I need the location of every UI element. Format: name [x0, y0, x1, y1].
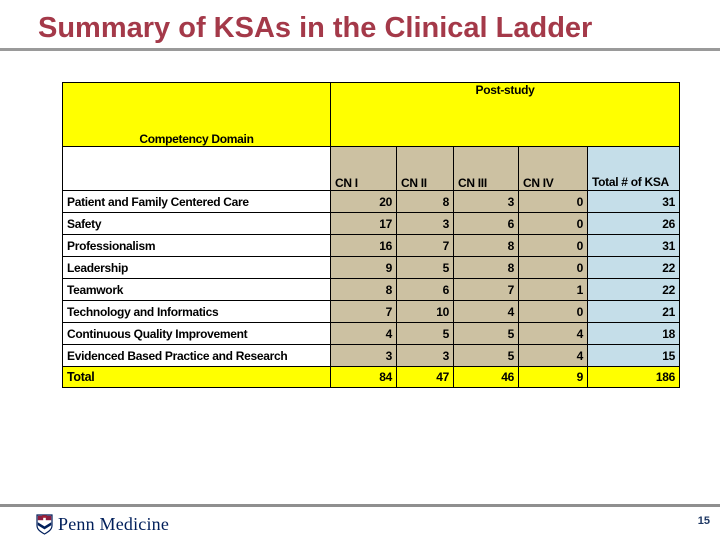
row-label: Teamwork [62, 278, 331, 301]
total-cell-value: 46 [453, 366, 519, 388]
cell-value: 0 [518, 212, 588, 235]
column-header-cn1: CN I [330, 146, 397, 191]
total-cell-value: 47 [396, 366, 454, 388]
cell-value: 4 [518, 322, 588, 345]
cell-value: 0 [518, 300, 588, 323]
empty-header-cell [62, 146, 331, 191]
cell-value: 3 [396, 212, 454, 235]
table-row: Teamwork 8 6 7 1 22 [62, 278, 681, 301]
table-header-row-2: CN I CN II CN III CN IV Total # of KSA [62, 146, 681, 191]
cell-value: 3 [330, 344, 397, 367]
column-header-cn4: CN IV [518, 146, 588, 191]
table-total-row: Total 84 47 46 9 186 [62, 366, 681, 388]
cell-value: 7 [330, 300, 397, 323]
cell-value: 0 [518, 190, 588, 213]
column-header-cn2: CN II [396, 146, 454, 191]
competency-domain-header: Competency Domain [62, 82, 331, 147]
cell-value: 5 [396, 322, 454, 345]
row-label: Continuous Quality Improvement [62, 322, 331, 345]
cell-value: 4 [518, 344, 588, 367]
row-label: Leadership [62, 256, 331, 279]
penn-medicine-logo: Penn Medicine [36, 512, 169, 536]
logo-text: Penn Medicine [58, 513, 170, 534]
cell-total: 22 [586, 278, 681, 301]
cell-value: 5 [453, 344, 519, 367]
cell-value: 4 [330, 322, 397, 345]
table-header-row-1: Competency Domain Post-study [62, 82, 681, 147]
total-cell-value: 9 [518, 366, 588, 388]
cell-value: 3 [396, 344, 454, 367]
cell-total: 31 [586, 234, 681, 257]
cell-value: 16 [330, 234, 397, 257]
row-label: Professionalism [62, 234, 331, 257]
cell-total: 26 [586, 212, 681, 235]
cell-total: 18 [586, 322, 681, 345]
table-row: Evidenced Based Practice and Research 3 … [62, 344, 681, 367]
total-row-label: Total [62, 366, 331, 388]
cell-value: 6 [396, 278, 454, 301]
cell-total: 21 [586, 300, 681, 323]
cell-total: 15 [586, 344, 681, 367]
cell-value: 8 [453, 256, 519, 279]
title-divider [0, 48, 720, 51]
cell-value: 4 [453, 300, 519, 323]
cell-value: 8 [330, 278, 397, 301]
cell-total: 22 [586, 256, 681, 279]
cell-value: 8 [396, 190, 454, 213]
table-row: Leadership 9 5 8 0 22 [62, 256, 681, 279]
footer-divider [0, 504, 720, 507]
row-label: Patient and Family Centered Care [62, 190, 331, 213]
cell-value: 5 [396, 256, 454, 279]
table-row: Continuous Quality Improvement 4 5 5 4 1… [62, 322, 681, 345]
table-row: Patient and Family Centered Care 20 8 3 … [62, 190, 681, 213]
column-header-cn3: CN III [453, 146, 519, 191]
total-grand-total: 186 [586, 366, 681, 388]
row-label: Evidenced Based Practice and Research [62, 344, 331, 367]
cell-value: 7 [396, 234, 454, 257]
column-header-total-ksa: Total # of KSA [586, 146, 681, 191]
ksa-summary-table: Competency Domain Post-study CN I CN II … [62, 82, 681, 388]
slide-title: Summary of KSAs in the Clinical Ladder [38, 12, 593, 44]
table-row: Safety 17 3 6 0 26 [62, 212, 681, 235]
penn-shield-icon [36, 513, 53, 535]
cell-total: 31 [586, 190, 681, 213]
post-study-header: Post-study [329, 82, 681, 147]
cell-value: 17 [330, 212, 397, 235]
page-number: 15 [697, 515, 710, 527]
cell-value: 1 [518, 278, 588, 301]
cell-value: 7 [453, 278, 519, 301]
cell-value: 8 [453, 234, 519, 257]
row-label: Technology and Informatics [62, 300, 331, 323]
cell-value: 0 [518, 256, 588, 279]
row-label: Safety [62, 212, 331, 235]
cell-value: 5 [453, 322, 519, 345]
cell-value: 20 [330, 190, 397, 213]
cell-value: 10 [396, 300, 454, 323]
table-row: Professionalism 16 7 8 0 31 [62, 234, 681, 257]
total-cell-value: 84 [330, 366, 397, 388]
cell-value: 9 [330, 256, 397, 279]
table-row: Technology and Informatics 7 10 4 0 21 [62, 300, 681, 323]
cell-value: 0 [518, 234, 588, 257]
cell-value: 3 [453, 190, 519, 213]
cell-value: 6 [453, 212, 519, 235]
